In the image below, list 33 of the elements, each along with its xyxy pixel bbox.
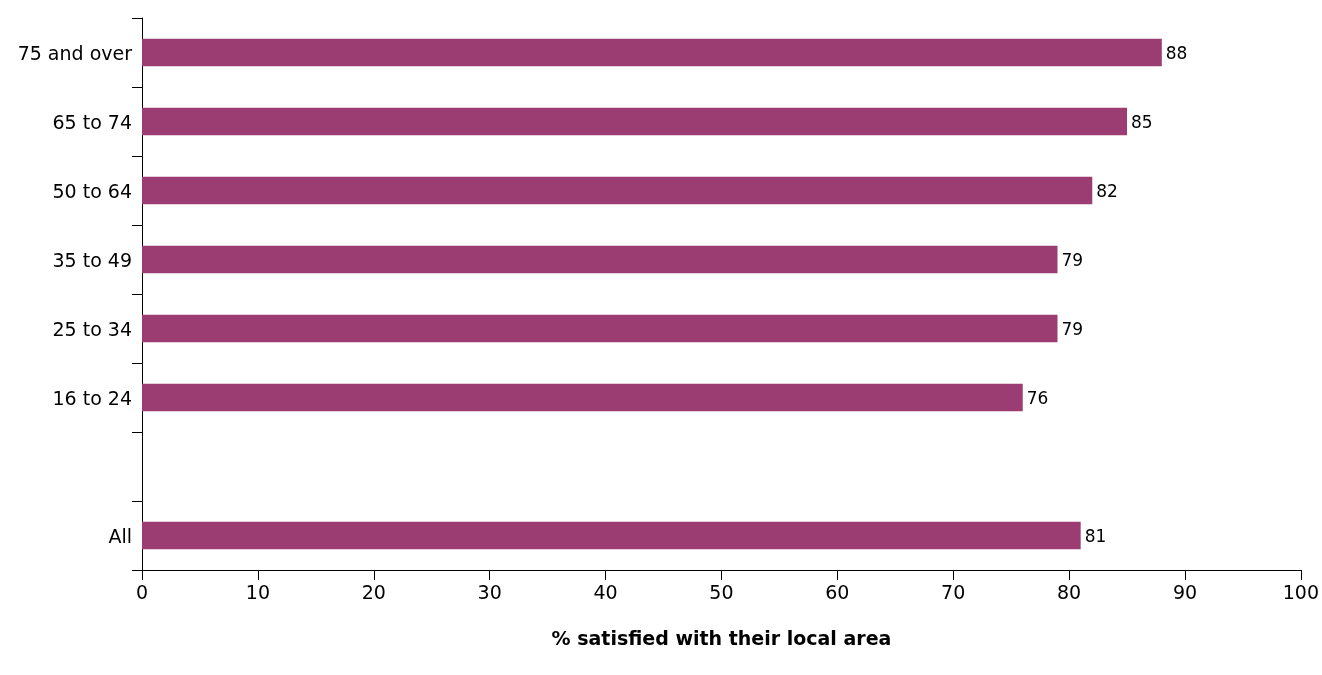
data-label: 79 (1061, 318, 1084, 339)
y-tick-label: 50 to 64 (52, 179, 132, 202)
y-tick-label: All (108, 524, 132, 547)
data-label: 82 (1096, 180, 1118, 201)
x-tick-label: 0 (135, 580, 149, 603)
x-tick-label: 70 (941, 580, 966, 603)
x-tick-label: 60 (825, 580, 850, 603)
x-tick-label: 20 (361, 580, 386, 603)
x-tick-label: 80 (1057, 580, 1082, 603)
x-tick-label: 90 (1172, 580, 1198, 603)
x-axis-title: % satisfied with their local area (551, 626, 892, 649)
bar (142, 314, 1058, 343)
x-tick-label: 40 (593, 580, 618, 603)
bar (142, 107, 1128, 136)
data-label: 79 (1061, 249, 1084, 270)
y-tick-label: 25 to 34 (52, 317, 132, 340)
bar (142, 383, 1023, 412)
data-label: 76 (1026, 387, 1049, 408)
bar (142, 38, 1162, 67)
y-tick-label: 65 to 74 (52, 110, 132, 133)
bar (142, 176, 1093, 205)
data-label: 88 (1165, 42, 1188, 63)
bar (142, 245, 1058, 274)
bar (142, 521, 1081, 550)
x-tick-label: 100 (1282, 580, 1319, 603)
y-tick-label: 35 to 49 (52, 248, 132, 271)
y-tick-label: 75 and over (17, 41, 133, 64)
x-tick-label: 30 (477, 580, 502, 603)
x-tick-label: 10 (245, 580, 270, 603)
y-tick-label: 16 to 24 (52, 386, 132, 409)
x-tick-label: 50 (709, 580, 734, 603)
data-label: 81 (1084, 525, 1107, 546)
data-label: 85 (1131, 111, 1153, 132)
